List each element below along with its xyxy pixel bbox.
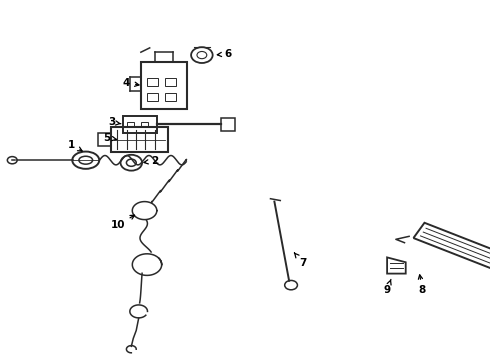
Text: 6: 6 — [217, 49, 231, 59]
Bar — [166, 93, 176, 101]
Text: 5: 5 — [103, 132, 117, 143]
Bar — [122, 116, 157, 133]
Bar — [141, 62, 188, 109]
Bar — [147, 78, 158, 86]
Text: 1: 1 — [68, 140, 82, 151]
Bar — [98, 133, 111, 146]
Text: 3: 3 — [108, 117, 121, 127]
Bar — [111, 127, 168, 152]
Text: 9: 9 — [384, 279, 391, 295]
Bar — [220, 118, 235, 131]
Text: 4: 4 — [122, 78, 139, 88]
Text: 10: 10 — [110, 215, 135, 230]
Text: 8: 8 — [418, 275, 426, 295]
Bar — [147, 93, 158, 101]
Bar — [166, 78, 176, 86]
Text: 2: 2 — [144, 156, 158, 166]
Bar — [141, 122, 148, 127]
Text: 7: 7 — [294, 253, 307, 268]
Bar — [127, 122, 134, 127]
